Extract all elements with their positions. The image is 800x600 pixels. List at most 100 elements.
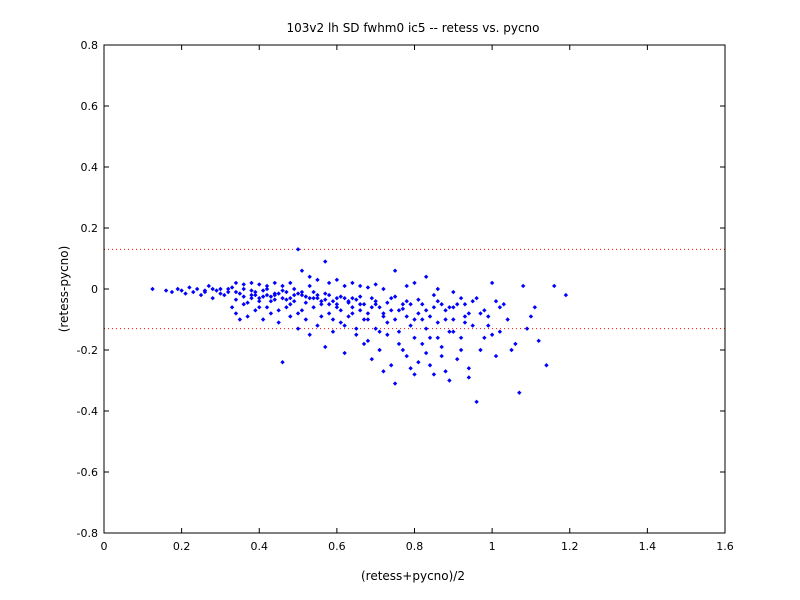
data-point [427,363,433,368]
data-point [307,295,312,301]
data-point [416,297,421,302]
data-point [334,305,340,310]
data-point [431,305,437,310]
data-point [357,302,363,307]
data-point [284,297,289,302]
data-point [150,286,155,292]
y-tick-label: 0.6 [81,100,99,113]
data-point [423,350,429,356]
data-point [288,295,293,301]
data-point [210,295,215,301]
data-point [229,285,235,290]
data-point [280,360,285,365]
plot-area [103,44,726,534]
data-point [315,323,320,328]
data-point [245,314,250,319]
data-point [412,317,417,322]
data-point [311,295,316,301]
data-point [233,311,239,316]
y-tick-label: 0 [91,283,98,296]
data-point [233,297,239,302]
data-point [454,356,460,362]
data-point [330,317,336,322]
data-point [482,308,487,313]
data-point [218,291,223,296]
data-point [451,329,456,334]
data-point [350,280,355,286]
data-point [354,326,359,331]
data-point [420,302,425,307]
data-point [466,311,472,316]
data-point [458,335,464,340]
data-point [524,326,530,331]
data-point [334,302,340,307]
data-point [241,282,246,287]
data-point [423,326,429,331]
data-point [237,317,243,322]
data-point [295,326,301,331]
data-point [288,314,293,319]
data-point [552,283,557,289]
data-point [389,363,394,368]
data-point [295,247,301,252]
data-point [253,292,258,298]
data-point [268,294,274,299]
data-point [447,305,452,310]
x-tick-label: 0.2 [173,540,191,553]
data-point [420,317,425,322]
data-point [466,375,472,380]
data-point [338,320,343,325]
data-point [342,295,347,301]
data-point [315,277,320,283]
data-point [381,314,386,319]
data-point [346,314,351,319]
data-point [226,286,231,292]
data-point [478,311,483,316]
data-point [439,353,444,359]
y-tick-label: 0.8 [81,39,99,52]
data-point [451,305,456,310]
data-point [373,326,378,331]
data-point [241,302,246,307]
data-point [280,295,285,301]
data-point [342,350,347,356]
data-point [268,299,274,304]
data-point [420,341,425,347]
data-point [365,338,371,344]
axis-ticks: 0 0.2 0.4 0.6 0.8 1 1.2 1.4 1.6 -0.8 -0.6 -0.4 -0.2 0… [77,39,734,553]
data-point [369,305,375,310]
data-point [319,302,324,307]
data-point [354,332,359,337]
data-point [307,283,312,289]
data-point [323,291,328,296]
data-point [462,320,468,325]
data-point [323,297,328,302]
data-point [357,308,363,313]
data-point [458,347,464,353]
data-point [272,280,277,286]
data-point [206,283,211,289]
data-point [249,288,254,293]
data-point [396,341,402,347]
y-tick-label: -0.6 [77,466,98,479]
data-point [257,305,262,310]
data-point [443,317,448,322]
data-point [326,292,332,298]
x-tick-label: 0.4 [251,540,269,553]
data-point [233,280,239,286]
data-point [451,289,456,295]
data-point [361,302,367,307]
data-point [470,323,475,328]
data-point [423,274,429,279]
data-point [326,280,332,286]
data-point [412,335,417,340]
data-point [253,289,258,295]
data-point [249,295,254,301]
data-point [342,283,347,289]
data-point [350,305,355,310]
data-point [175,286,180,292]
data-point [291,292,297,298]
data-point [377,305,382,310]
data-point [299,308,305,313]
data-point [482,335,487,340]
